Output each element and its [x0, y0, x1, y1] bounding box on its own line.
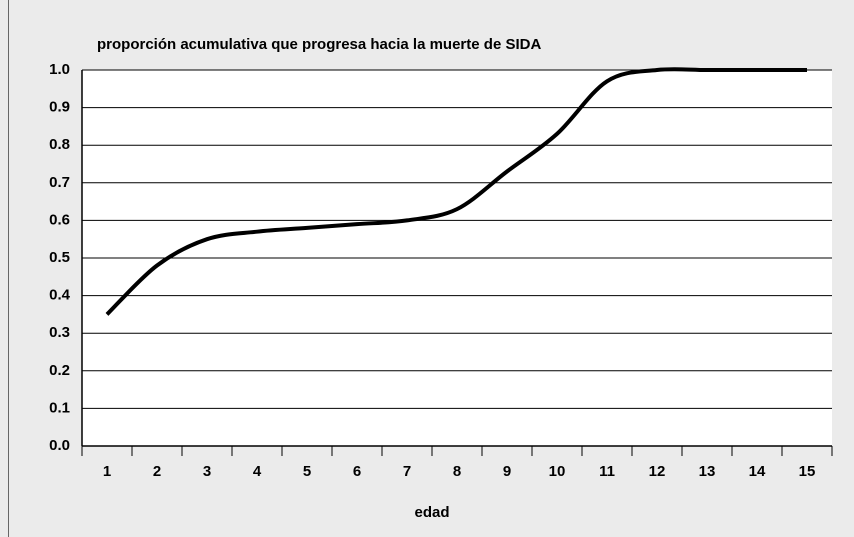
x-tick-label: 9 [503, 463, 511, 480]
y-tick-label: 0.2 [49, 362, 70, 379]
y-tick-label: 0.9 [49, 99, 70, 116]
x-tick-label: 11 [599, 463, 615, 480]
x-tick-label: 14 [749, 463, 766, 480]
y-tick-label: 0.0 [49, 437, 70, 454]
x-tick-label: 13 [699, 463, 716, 480]
y-tick-label: 0.5 [49, 249, 70, 266]
chart-title: proporción acumulativa que progresa haci… [97, 36, 541, 53]
x-tick-label: 5 [303, 463, 311, 480]
x-tick-label: 2 [153, 463, 161, 480]
y-tick-label: 0.3 [49, 324, 70, 341]
data-line [105, 67, 807, 316]
x-tick-label: 4 [253, 463, 262, 480]
y-tick-label: 0.1 [49, 399, 70, 416]
y-tick-label: 1.0 [49, 61, 70, 78]
x-axis-title: edad [414, 504, 449, 521]
x-tick-label: 10 [549, 463, 566, 480]
y-tick-label: 0.8 [49, 136, 70, 153]
y-tick-label: 0.7 [49, 174, 70, 191]
x-tick-label: 7 [403, 463, 411, 480]
x-tick-label: 12 [649, 463, 666, 480]
x-tick-label: 3 [203, 463, 211, 480]
y-tick-label: 0.6 [49, 211, 70, 228]
y-tick-label: 0.4 [49, 287, 71, 304]
x-tick-label: 1 [103, 463, 111, 480]
x-tick-label: 8 [453, 463, 461, 480]
x-tick-label: 6 [353, 463, 361, 480]
x-tick-label: 15 [799, 463, 816, 480]
